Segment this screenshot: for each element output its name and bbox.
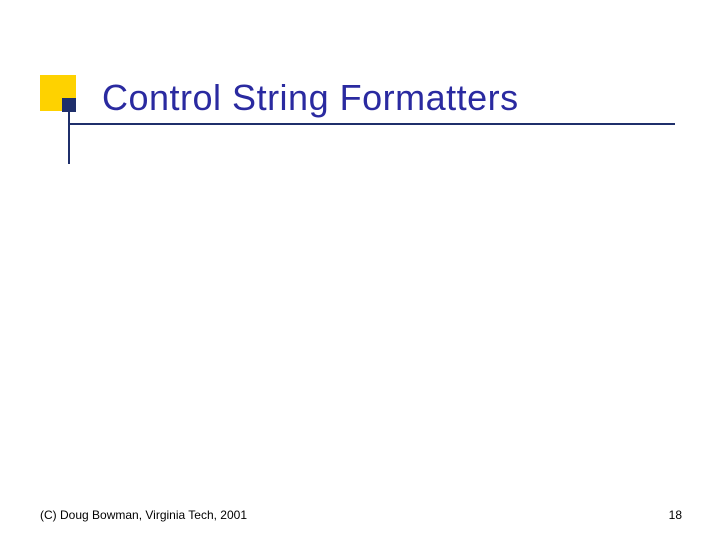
deco-vertical-line [68, 112, 70, 164]
slide: Control String Formatters (C) Doug Bowma… [0, 0, 720, 540]
footer-copyright: (C) Doug Bowman, Virginia Tech, 2001 [40, 508, 247, 522]
footer-page-number: 18 [669, 508, 682, 522]
deco-square-navy [62, 98, 76, 112]
slide-title: Control String Formatters [102, 77, 519, 119]
deco-horizontal-line [70, 123, 675, 125]
